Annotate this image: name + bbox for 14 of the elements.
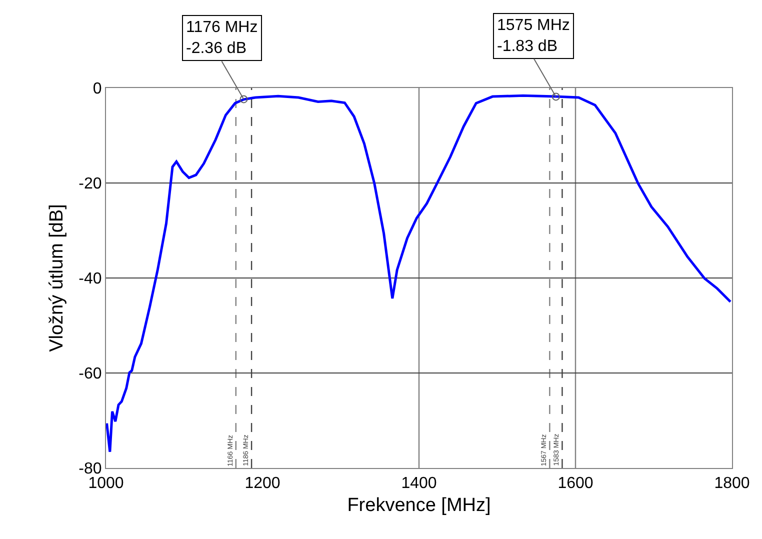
y-tick-label: -80 (78, 460, 102, 478)
x-tick-label: 1600 (558, 475, 594, 492)
y-tick-label: 0 (92, 80, 102, 98)
y-tick-label: -40 (78, 270, 102, 288)
annotation: 1176 MHz -2.36 dB (186, 19, 258, 57)
x-tick-label: 1400 (401, 475, 437, 492)
y-tick-label: -60 (78, 366, 102, 383)
x-tick-label: 1800 (714, 475, 750, 492)
annotation: 1575 MHz -1.83 dB (497, 17, 570, 55)
y-axis-title: Vložný útlum [dB] (46, 204, 68, 352)
x-tick-label: 1000 (88, 475, 124, 492)
x-tick-label: 1200 (244, 475, 280, 492)
x-axis-title: Frekvence [MHz] (347, 495, 491, 516)
y-tick-label: -20 (78, 176, 102, 193)
